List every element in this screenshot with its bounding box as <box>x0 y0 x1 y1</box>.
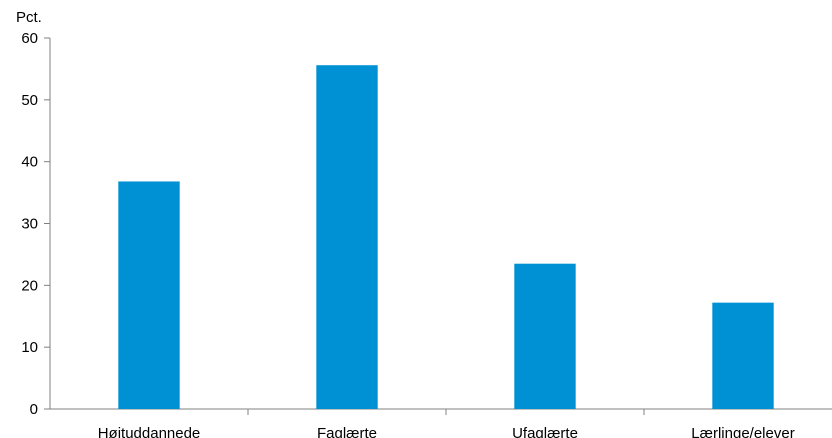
bars <box>118 65 774 409</box>
y-axis-unit-label: Pct. <box>16 9 42 26</box>
y-tick-label: 10 <box>21 339 38 356</box>
y-tick-label: 40 <box>21 154 38 171</box>
y-tick-label: 0 <box>30 401 38 418</box>
x-category-label: Ufaglærte <box>512 425 578 438</box>
y-tick-label: 60 <box>21 30 38 47</box>
y-tick-label: 30 <box>21 216 38 233</box>
x-category-label: Højtuddannede <box>98 425 201 438</box>
bar <box>514 263 576 409</box>
bar <box>712 302 774 409</box>
x-axis: Højtuddannede Faglærte Ufaglærte Lærlinge/e… <box>50 408 832 438</box>
x-category-label: Lærlinge/elever <box>691 425 794 438</box>
x-category-label: Faglærte <box>317 425 377 438</box>
y-axis: 0 10 20 30 40 50 60 <box>21 30 51 418</box>
bar <box>118 181 180 409</box>
y-tick-label: 20 <box>21 277 38 294</box>
bar <box>316 65 378 409</box>
y-tick-label: 50 <box>21 92 38 109</box>
